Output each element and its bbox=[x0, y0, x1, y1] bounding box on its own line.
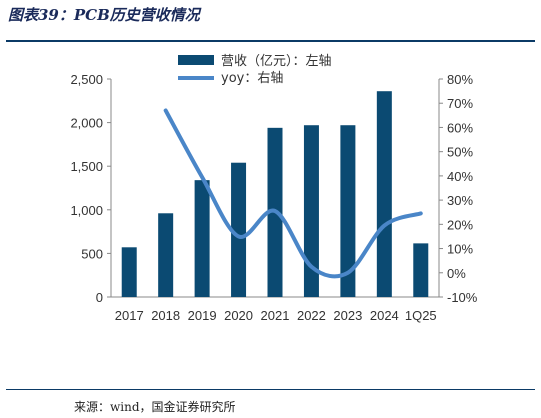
right-tick-label: 0% bbox=[447, 266, 466, 281]
revenue-bar-2022 bbox=[303, 125, 319, 297]
left-tick-label: 1,500 bbox=[70, 159, 103, 174]
x-tick-label: 2018 bbox=[151, 308, 180, 323]
revenue-bar-2020 bbox=[231, 162, 247, 297]
right-tick-label: 20% bbox=[447, 217, 473, 232]
legend-bar-swatch bbox=[178, 55, 214, 65]
revenue-bar-2019 bbox=[194, 180, 210, 297]
x-tick-label: 2017 bbox=[115, 308, 144, 323]
title-divider bbox=[6, 40, 535, 42]
x-tick-label: 2019 bbox=[188, 308, 217, 323]
left-tick-label: 0 bbox=[96, 290, 103, 305]
chart-legend: 营收（亿元）：左轴 yoy：右轴 bbox=[178, 54, 332, 86]
yoy-line bbox=[163, 108, 423, 279]
left-tick-label: 2,500 bbox=[70, 72, 103, 87]
revenue-bar-1Q25 bbox=[413, 243, 429, 297]
x-tick-label: 2023 bbox=[333, 308, 362, 323]
right-tick-label: -10% bbox=[447, 290, 478, 305]
x-tick-label: 1Q25 bbox=[405, 308, 437, 323]
x-tick-label: 2022 bbox=[297, 308, 326, 323]
x-tick-label: 2024 bbox=[370, 308, 399, 323]
x-tick-label: 2021 bbox=[261, 308, 290, 323]
revenue-bar-2018 bbox=[158, 213, 174, 297]
revenue-bar-2024 bbox=[376, 91, 392, 297]
right-tick-label: 80% bbox=[447, 72, 473, 87]
figure-title: 图表39：PCB历史营收情况 bbox=[8, 6, 200, 24]
line-series bbox=[163, 108, 423, 279]
chart-axes: 0 500 1,000 1,500 2,000 2,500 -10% 0% 10% 20% 30% 4… bbox=[70, 72, 477, 323]
revenue-bar-2017 bbox=[121, 247, 137, 297]
left-tick-label: 500 bbox=[81, 246, 103, 261]
right-tick-label: 70% bbox=[447, 96, 473, 111]
legend-line-label: yoy：右轴 bbox=[221, 71, 283, 86]
right-tick-label: 50% bbox=[447, 145, 473, 160]
right-tick-label: 10% bbox=[447, 242, 473, 257]
left-tick-label: 1,000 bbox=[70, 203, 103, 218]
right-tick-label: 60% bbox=[447, 120, 473, 135]
left-tick-label: 2,000 bbox=[70, 116, 103, 131]
bar-series bbox=[121, 91, 429, 297]
revenue-bar-2023 bbox=[340, 125, 356, 297]
right-tick-label: 40% bbox=[447, 169, 473, 184]
source-divider bbox=[6, 389, 535, 390]
legend-bar-label: 营收（亿元）：左轴 bbox=[221, 54, 332, 69]
right-tick-label: 30% bbox=[447, 193, 473, 208]
source-note: 来源：wind，国金证券研究所 bbox=[74, 400, 236, 414]
x-tick-label: 2020 bbox=[224, 308, 253, 323]
